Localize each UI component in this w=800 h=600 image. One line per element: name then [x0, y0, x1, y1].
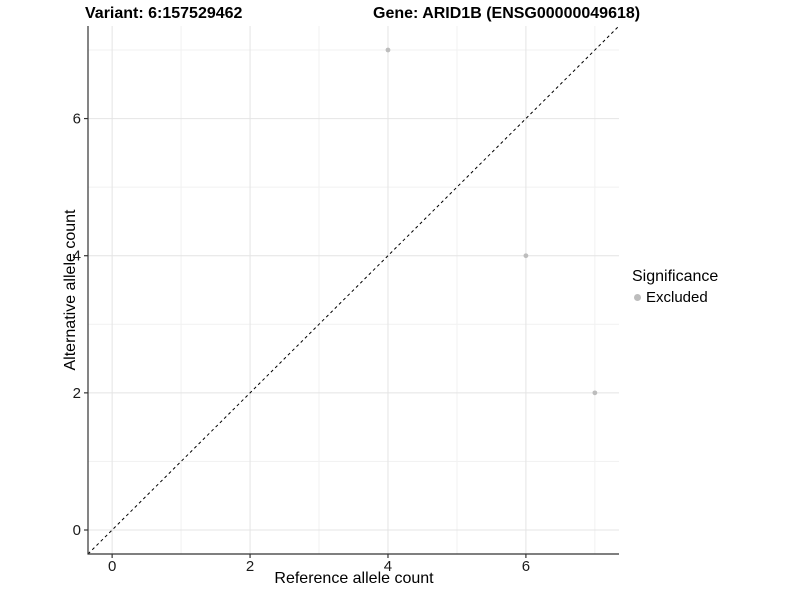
x-tick-label: 2	[246, 558, 254, 575]
gene-title: Gene: ARID1B (ENSG00000049618)	[373, 5, 641, 22]
identity-line-group	[87, 25, 620, 555]
x-tick-label: 6	[522, 558, 530, 575]
x-tick-label: 0	[108, 558, 116, 575]
legend-item-excluded: Excluded	[632, 289, 718, 306]
grid-minor	[88, 26, 619, 554]
legend-title: Significance	[632, 268, 719, 285]
y-tick-label: 4	[73, 248, 81, 265]
axis-ticks	[84, 117, 527, 558]
grid-major	[88, 26, 619, 554]
identity-line	[87, 25, 620, 555]
y-tick-label: 6	[73, 111, 81, 128]
data-point	[592, 390, 598, 396]
data-points	[385, 47, 598, 396]
y-tick-label: 0	[73, 522, 81, 539]
legend: Significance Excluded	[632, 268, 718, 306]
variant-title: Variant: 6:157529462	[85, 5, 243, 22]
x-axis-title: Reference allele count	[274, 570, 434, 587]
data-point	[523, 253, 529, 259]
tick-labels: 0 2 4 6 0 2 4 6	[73, 111, 530, 575]
y-tick-label: 2	[73, 385, 81, 402]
y-axis-title: Alternative allele count	[62, 209, 79, 371]
legend-item-label: Excluded	[646, 289, 708, 306]
axis-lines	[87, 26, 619, 555]
excluded-point-icon	[634, 294, 641, 301]
x-tick-label: 4	[384, 558, 392, 575]
data-point	[385, 47, 391, 53]
